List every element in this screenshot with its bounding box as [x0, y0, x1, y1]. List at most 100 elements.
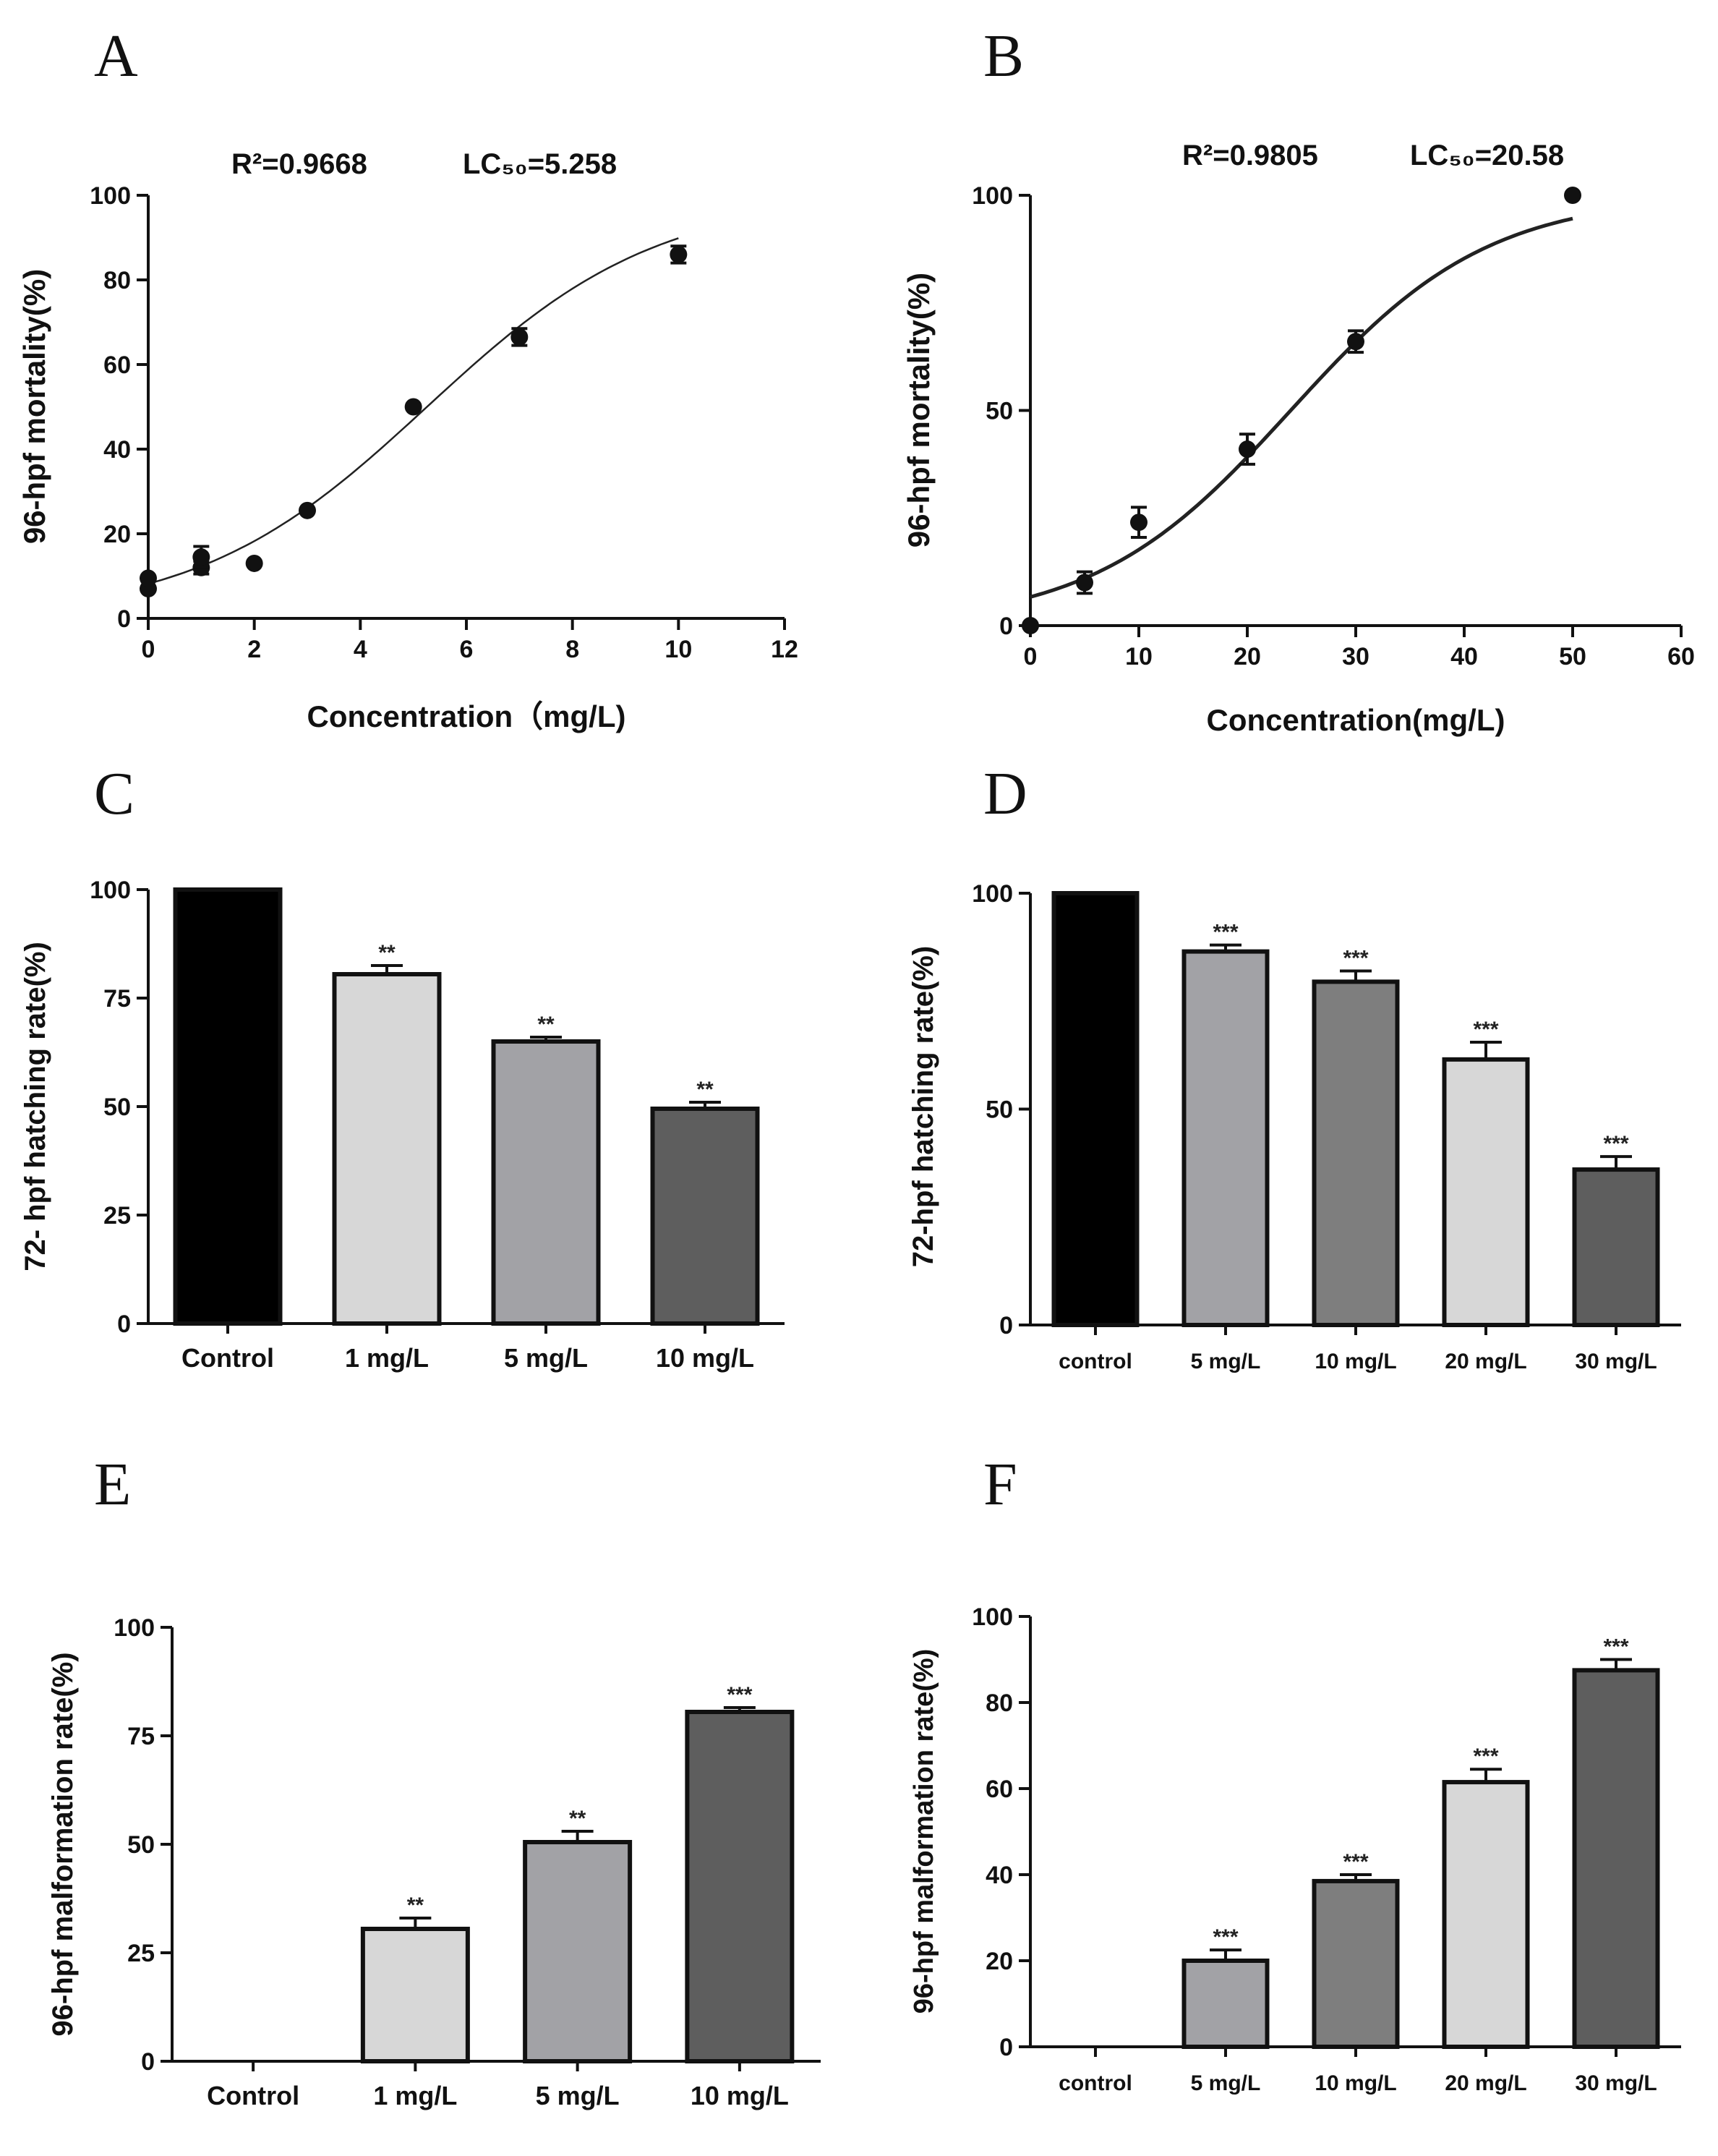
data-point: [299, 501, 316, 519]
y-tick-label: 0: [117, 605, 131, 633]
significance-marker: ***: [727, 1683, 752, 1707]
y-tick-label: 0: [999, 2034, 1013, 2061]
x-tick-label: 10: [1125, 643, 1153, 670]
data-point: [510, 328, 529, 346]
significance-marker: **: [537, 1013, 555, 1036]
panel-letter: A: [94, 22, 138, 90]
panel-F: F 0 20 40 60 80 100 96-hpf malformation rate(%)…: [909, 1451, 1681, 2095]
x-tick-label: 10: [664, 636, 692, 663]
category-label: 30 mg/L: [1575, 1350, 1657, 1373]
x-tick-label: 0: [1024, 643, 1038, 670]
bar: [1442, 1780, 1530, 2049]
category-label: 5 mg/L: [536, 2081, 620, 2110]
data-point: [404, 398, 422, 416]
bar: [1181, 949, 1270, 1327]
significance-marker: ***: [1343, 1850, 1368, 1874]
bar: [1051, 891, 1140, 1327]
y-axis-title: 96-hpf malformation rate(%): [909, 1649, 939, 2014]
panel-letter: E: [94, 1451, 131, 1518]
category-label: control: [1059, 1350, 1132, 1373]
category-label: 10 mg/L: [1315, 2071, 1396, 2095]
panel-E: E 0 25 50 75 100 96-hpf malformation rate(%) Co…: [47, 1451, 821, 2110]
significance-marker: ***: [1213, 1925, 1238, 1949]
data-point: [670, 245, 688, 263]
panel-C: C 0 25 50 75 100 72- hpf hatching rate(%) Contr…: [20, 760, 785, 1373]
category-label: 10 mg/L: [656, 1343, 754, 1373]
category-label: Control: [181, 1343, 274, 1373]
y-axis-title: 96-hpf mortality(%): [902, 273, 936, 547]
y-tick-label: 50: [986, 398, 1013, 425]
y-tick-label: 80: [986, 1690, 1013, 1717]
y-axis-title: 96-hpf mortality(%): [17, 269, 51, 544]
data-point: [140, 569, 157, 587]
x-tick-label: 20: [1234, 643, 1261, 670]
x-tick-label: 60: [1667, 643, 1695, 670]
panel-letter: D: [983, 760, 1027, 827]
category-label: 5 mg/L: [504, 1343, 588, 1373]
significance-marker: ***: [1473, 1018, 1498, 1041]
y-tick-label: 20: [103, 521, 131, 548]
y-tick-label: 25: [103, 1202, 131, 1230]
data-point: [1347, 333, 1364, 351]
x-tick-label: 4: [354, 636, 367, 663]
category-label: 1 mg/L: [373, 2081, 457, 2110]
bar: [1181, 1959, 1270, 2049]
category-label: 1 mg/L: [345, 1343, 429, 1373]
fit-curve: [148, 237, 679, 585]
x-tick-label: 50: [1559, 643, 1586, 670]
significance-marker: ***: [1603, 1132, 1628, 1156]
bar: [360, 1927, 470, 2063]
bar: [1312, 1878, 1400, 2050]
category-label: Control: [207, 2081, 299, 2110]
significance-marker: **: [696, 1078, 714, 1102]
y-tick-label: 100: [114, 1614, 155, 1642]
data-point: [245, 554, 263, 572]
y-tick-label: 100: [90, 182, 131, 210]
category-label: 5 mg/L: [1191, 2071, 1261, 2095]
y-tick-label: 100: [972, 182, 1013, 210]
bar: [173, 887, 283, 1326]
bar: [1312, 979, 1400, 1327]
y-tick-label: 40: [103, 436, 131, 464]
fit-curve: [1030, 216, 1573, 599]
panel-letter: F: [983, 1451, 1017, 1518]
bar: [650, 1107, 760, 1326]
bar: [523, 1840, 633, 2063]
y-tick-label: 80: [103, 267, 131, 294]
y-axis-title: 72- hpf hatching rate(%): [20, 942, 51, 1271]
x-tick-label: 40: [1450, 643, 1478, 670]
y-tick-label: 75: [127, 1723, 155, 1750]
panel-D: D 0 50 100 72-hpf hatching rate(%) control ***…: [907, 760, 1681, 1373]
y-tick-label: 0: [999, 613, 1013, 640]
bar: [332, 972, 442, 1326]
significance-marker: ***: [1343, 946, 1368, 970]
category-label: 20 mg/L: [1445, 1350, 1526, 1373]
bar: [1572, 1167, 1660, 1327]
r-squared-annotation: R²=0.9668: [231, 148, 367, 180]
y-tick-label: 50: [127, 1831, 155, 1859]
x-tick-label: 30: [1342, 643, 1369, 670]
significance-marker: **: [378, 941, 396, 965]
y-tick-label: 0: [117, 1311, 131, 1338]
bar: [1572, 1668, 1660, 2049]
x-tick-label: 6: [460, 636, 474, 663]
bar: [491, 1039, 601, 1326]
data-point: [1022, 617, 1039, 634]
x-tick-label: 2: [247, 636, 261, 663]
category-label: 10 mg/L: [1315, 1350, 1396, 1373]
y-tick-label: 20: [986, 1948, 1013, 1975]
significance-marker: ***: [1213, 921, 1238, 945]
lc50-annotation: LC₅₀=20.58: [1410, 140, 1564, 171]
category-label: 20 mg/L: [1445, 2071, 1526, 2095]
y-tick-label: 50: [103, 1094, 131, 1121]
x-axis-title: Concentration（mg/L): [307, 699, 626, 733]
bar: [685, 1710, 795, 2063]
category-label: control: [1059, 2071, 1132, 2095]
y-tick-label: 60: [103, 351, 131, 379]
y-tick-label: 100: [972, 1603, 1013, 1631]
y-tick-label: 25: [127, 1940, 155, 1967]
y-tick-label: 100: [90, 877, 131, 904]
